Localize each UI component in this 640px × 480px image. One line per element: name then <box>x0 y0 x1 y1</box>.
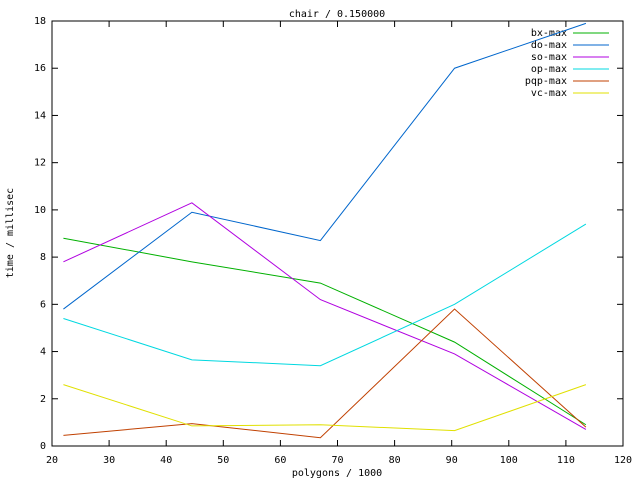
legend-label: bx-max <box>531 28 567 39</box>
legend-label: vc-max <box>531 88 567 99</box>
legend-label: op-max <box>531 64 567 75</box>
x-tick-label: 80 <box>389 455 401 466</box>
x-tick-label: 20 <box>46 455 58 466</box>
y-tick-label: 2 <box>40 394 46 405</box>
y-tick-label: 18 <box>34 16 46 27</box>
x-tick-label: 100 <box>500 455 518 466</box>
x-tick-label: 50 <box>217 455 229 466</box>
y-tick-label: 4 <box>40 347 46 358</box>
x-tick-label: 30 <box>103 455 115 466</box>
x-tick-label: 70 <box>331 455 343 466</box>
y-tick-label: 14 <box>34 110 46 121</box>
x-tick-label: 110 <box>557 455 575 466</box>
series-line <box>63 22 587 310</box>
x-tick-label: 40 <box>160 455 172 466</box>
y-axis-label: time / millisec <box>5 188 16 278</box>
chart-title: chair / 0.150000 <box>289 9 385 20</box>
series-line <box>63 384 587 432</box>
x-axis-label: polygons / 1000 <box>292 468 382 479</box>
y-tick-label: 6 <box>40 299 46 310</box>
x-tick-label: 90 <box>446 455 458 466</box>
y-tick-label: 10 <box>34 205 46 216</box>
legend-label: pqp-max <box>525 76 567 87</box>
y-tick-label: 16 <box>34 63 46 74</box>
x-tick-label: 60 <box>274 455 286 466</box>
y-tick-label: 0 <box>40 441 46 452</box>
y-tick-label: 12 <box>34 158 46 169</box>
y-tick-label: 8 <box>40 252 46 263</box>
series-line <box>63 308 587 439</box>
series-line <box>63 202 587 430</box>
x-tick-label: 120 <box>614 455 632 466</box>
series-line <box>63 223 587 367</box>
legend-label: so-max <box>531 52 567 63</box>
legend-label: do-max <box>531 40 567 51</box>
series-line <box>63 237 587 426</box>
